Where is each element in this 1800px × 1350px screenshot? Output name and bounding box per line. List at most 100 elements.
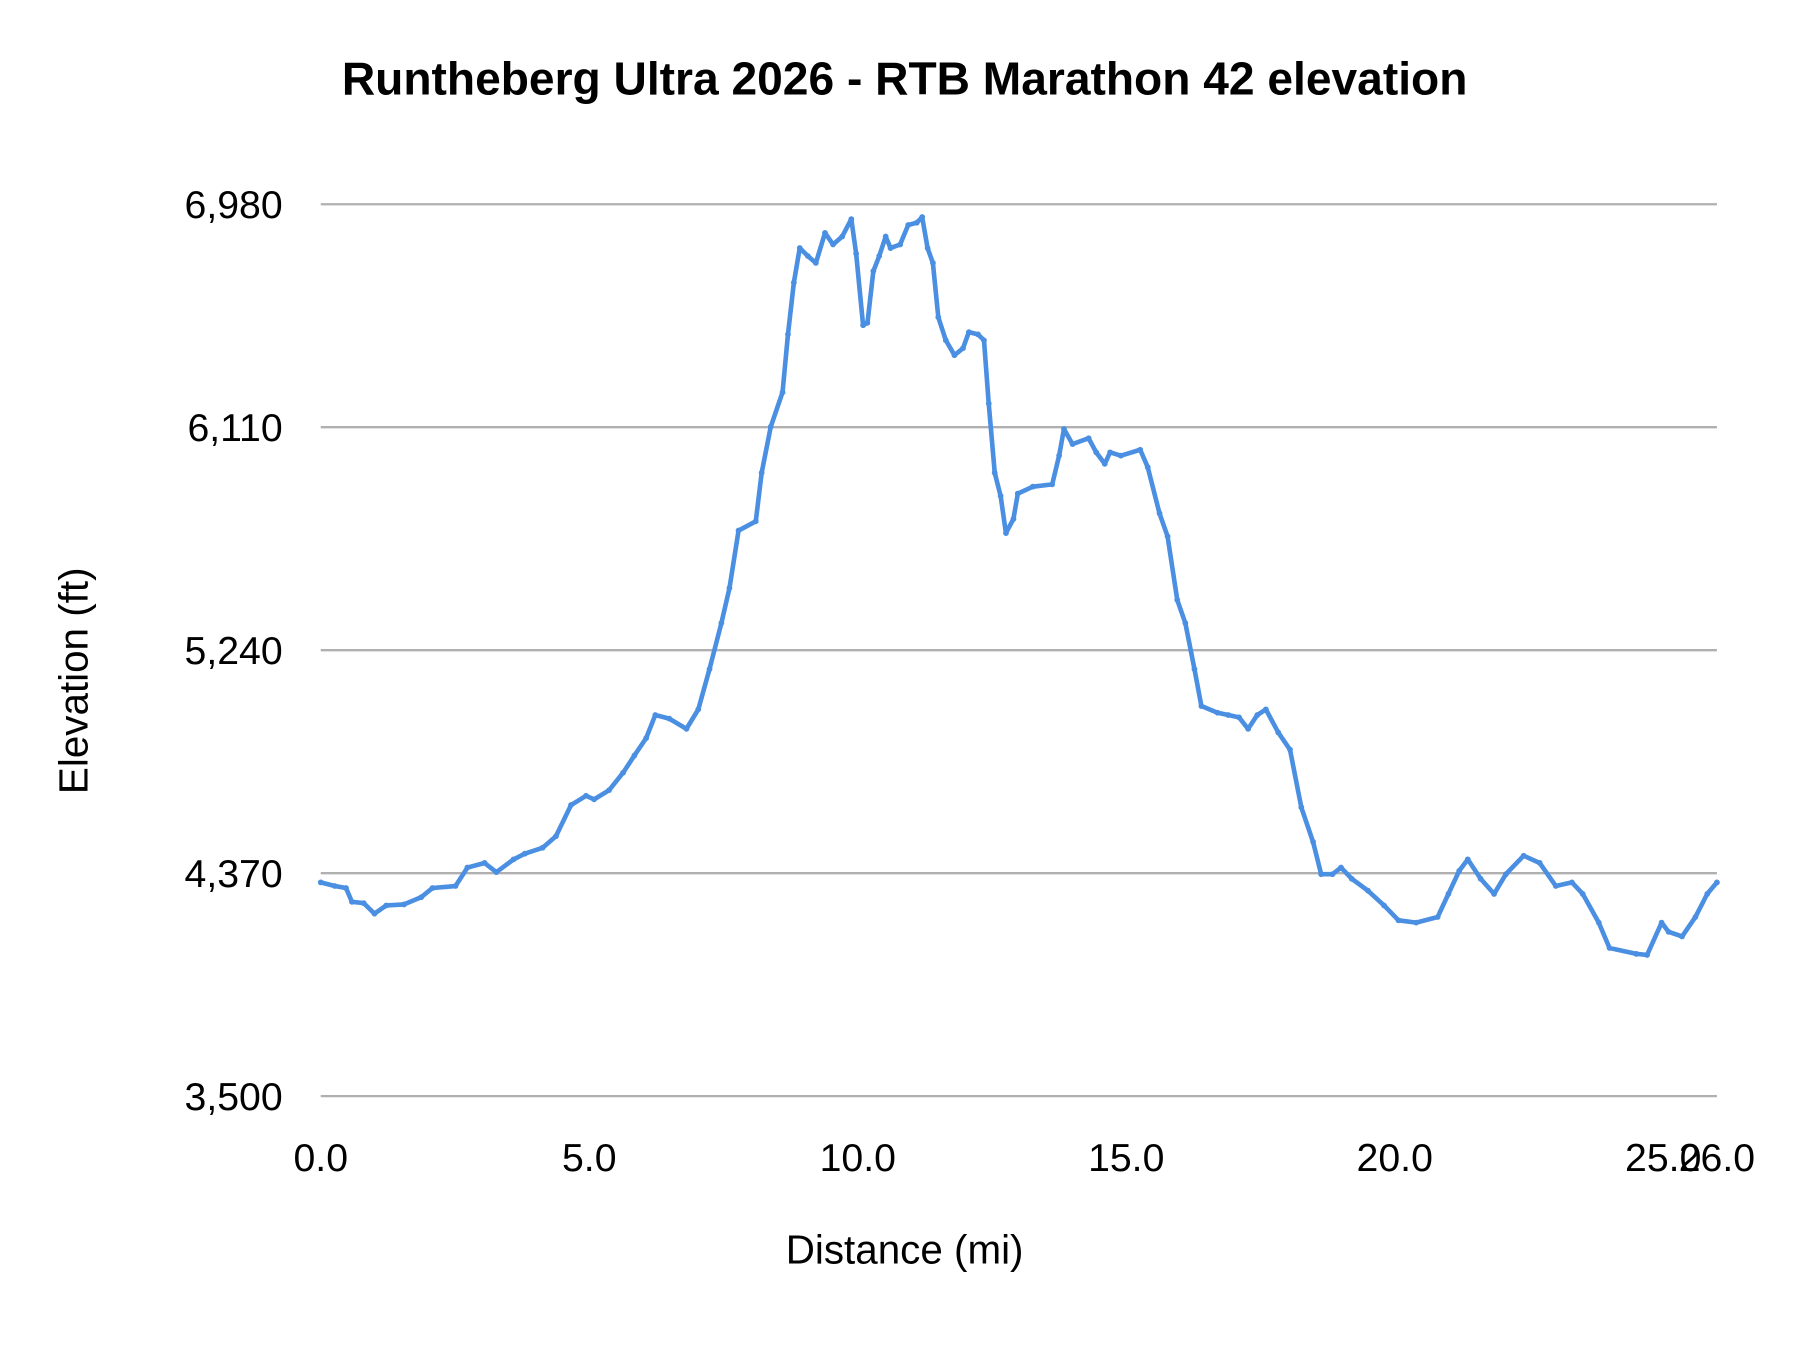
- data-point: [1117, 452, 1124, 459]
- data-point: [905, 222, 912, 228]
- data-point: [997, 493, 1004, 499]
- data-point: [553, 833, 559, 840]
- data-point: [1595, 919, 1602, 926]
- data-point: [951, 352, 958, 359]
- data-point: [1569, 879, 1575, 886]
- elevation-series-line: [320, 214, 1719, 958]
- x-tick-label: 20.0: [1357, 1136, 1433, 1180]
- data-point: [343, 885, 349, 891]
- data-point: [1679, 933, 1685, 940]
- data-point: [876, 253, 883, 259]
- data-point: [935, 314, 942, 321]
- data-point: [591, 796, 597, 803]
- x-tick-label: 0.0: [294, 1136, 349, 1180]
- data-point: [1137, 446, 1144, 453]
- data-point: [1254, 712, 1261, 718]
- data-point: [1049, 481, 1056, 488]
- data-point: [1262, 706, 1269, 713]
- gridlines: [320, 203, 1717, 1098]
- data-point: [349, 898, 355, 905]
- x-tick-label: 10.0: [820, 1136, 896, 1180]
- data-point: [830, 241, 836, 248]
- data-point: [606, 787, 613, 794]
- data-point: [1225, 712, 1232, 718]
- x-tick-label: 26.0: [1679, 1136, 1755, 1180]
- data-point: [464, 864, 471, 871]
- data-point: [418, 894, 425, 901]
- data-point: [1552, 883, 1559, 889]
- data-point: [718, 620, 725, 626]
- data-point: [1434, 914, 1441, 920]
- y-tick-label: 6,110: [187, 406, 282, 450]
- data-point: [539, 844, 546, 851]
- data-point: [652, 712, 659, 718]
- data-point: [870, 268, 877, 275]
- data-point: [1714, 879, 1720, 886]
- data-point: [864, 320, 871, 326]
- data-point: [1413, 919, 1420, 926]
- data-point: [981, 337, 987, 344]
- data-point: [1348, 875, 1355, 882]
- data-point: [735, 527, 742, 534]
- data-point: [839, 233, 846, 240]
- data-point: [1069, 441, 1076, 448]
- data-point: [785, 331, 791, 338]
- data-point: [1156, 510, 1163, 517]
- data-point: [1338, 864, 1344, 871]
- data-point: [822, 230, 828, 236]
- data-point: [583, 792, 589, 799]
- data-point: [1445, 891, 1452, 897]
- data-point: [1164, 533, 1171, 540]
- data-point: [1365, 887, 1371, 894]
- data-point: [331, 883, 338, 889]
- data-point: [1056, 452, 1063, 459]
- elevation-points: [317, 214, 1720, 958]
- data-point: [1174, 597, 1181, 603]
- data-point: [1692, 914, 1699, 920]
- data-point: [1029, 483, 1036, 490]
- data-point: [779, 389, 786, 396]
- data-point: [317, 879, 324, 886]
- data-point: [1236, 714, 1242, 721]
- data-point: [942, 337, 949, 344]
- data-point: [1182, 620, 1189, 626]
- data-point: [706, 666, 713, 673]
- data-point: [1395, 917, 1402, 924]
- data-point: [853, 250, 860, 257]
- data-point: [1606, 945, 1613, 951]
- data-point: [1061, 426, 1067, 432]
- chart-title: Runtheberg Ultra 2026 - RTB Marathon 42 …: [342, 53, 1468, 105]
- data-point: [1003, 530, 1009, 536]
- data-point: [913, 219, 920, 226]
- data-point: [1520, 852, 1527, 859]
- data-point: [930, 260, 936, 266]
- data-point: [985, 400, 992, 407]
- data-point: [568, 802, 574, 808]
- data-point: [1704, 891, 1711, 897]
- data-point: [960, 345, 966, 352]
- data-point: [1101, 460, 1108, 467]
- data-point: [683, 725, 690, 732]
- data-point: [758, 469, 765, 476]
- data-point: [1658, 919, 1665, 926]
- data-point: [1085, 435, 1092, 442]
- data-point: [1491, 891, 1497, 897]
- data-point: [752, 518, 759, 525]
- data-point: [887, 245, 894, 251]
- x-tick-label: 5.0: [562, 1136, 617, 1180]
- data-point: [1214, 709, 1221, 716]
- x-axis-label: Distance (mi): [786, 1226, 1024, 1272]
- data-point: [860, 322, 867, 329]
- data-point: [1198, 703, 1205, 709]
- data-point: [1477, 875, 1484, 882]
- x-tick-labels: 0.0 5.0 10.0 15.0 20.0 25.026.0: [294, 1136, 1756, 1180]
- data-point: [1381, 902, 1387, 909]
- data-point: [975, 331, 981, 338]
- data-point: [790, 279, 797, 286]
- data-point: [882, 233, 889, 240]
- data-point: [493, 869, 500, 876]
- x-tick-label: 25.0: [1625, 1136, 1701, 1180]
- data-point: [620, 769, 626, 776]
- data-point: [1464, 856, 1471, 863]
- x-tick-label: 15.0: [1088, 1136, 1164, 1180]
